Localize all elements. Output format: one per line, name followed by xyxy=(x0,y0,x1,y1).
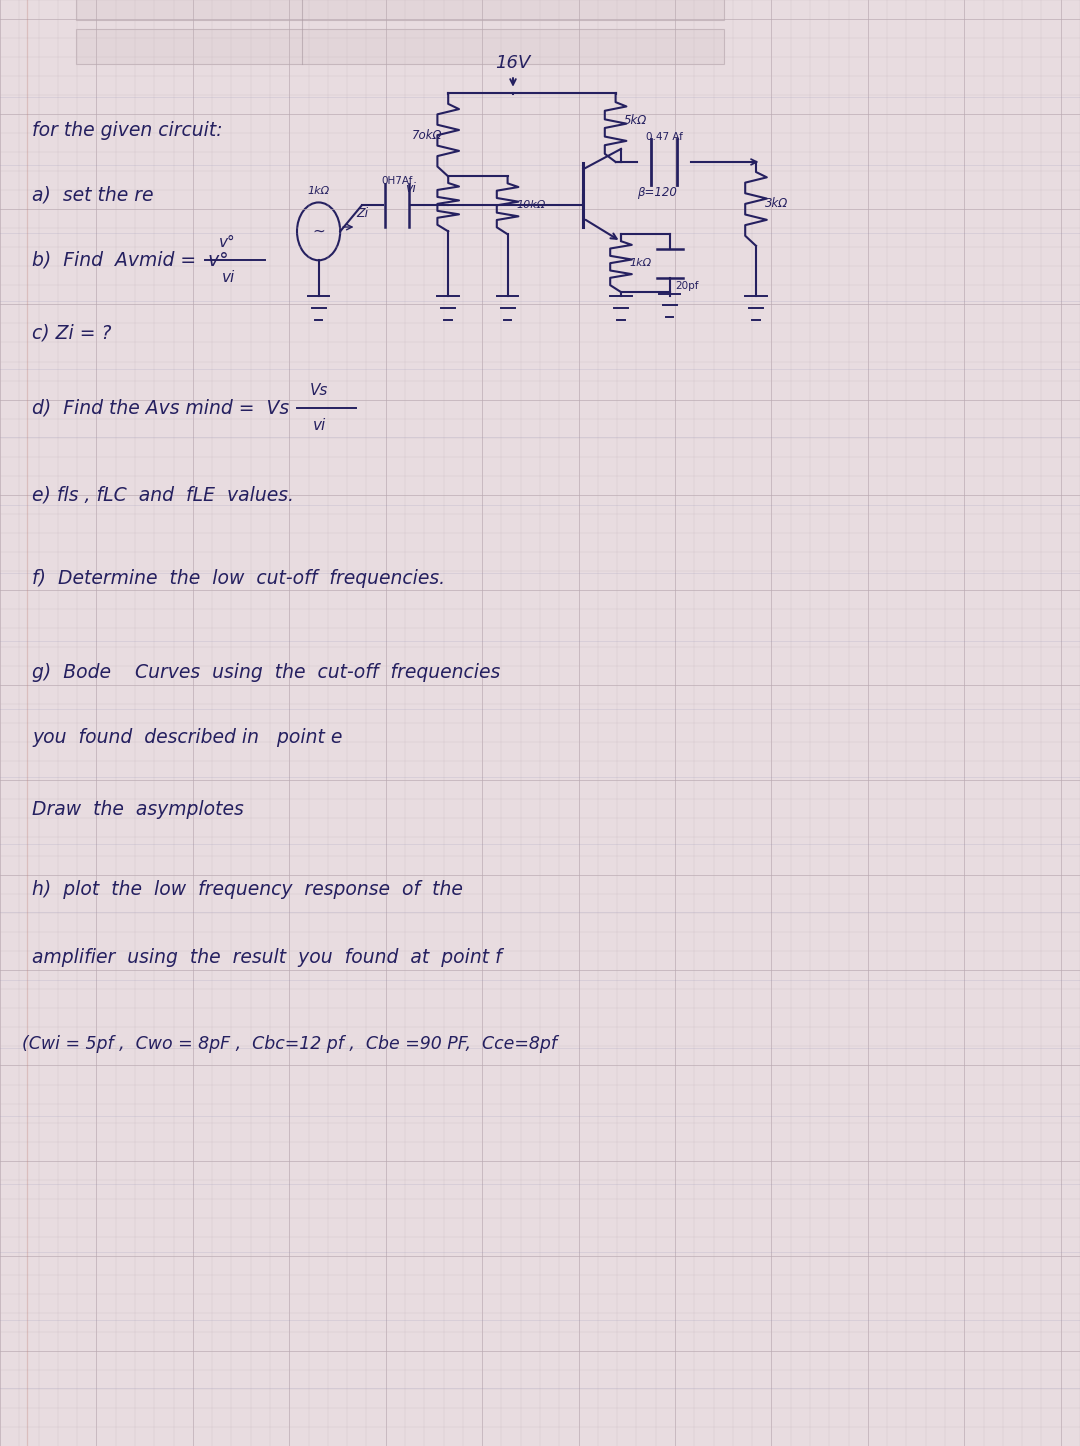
Text: 20pf: 20pf xyxy=(675,281,699,291)
Bar xyxy=(76,29,724,64)
Text: ~: ~ xyxy=(312,224,325,239)
Text: b)  Find  Avmid =  v°: b) Find Avmid = v° xyxy=(32,250,229,270)
Text: vi: vi xyxy=(313,418,326,432)
Text: 16V: 16V xyxy=(496,55,530,72)
Text: you  found  described in   point e: you found described in point e xyxy=(32,727,342,748)
Text: 3kΩ: 3kΩ xyxy=(765,198,788,210)
Text: vi: vi xyxy=(222,270,235,285)
Text: amplifier  using  the  result  you  found  at  point f: amplifier using the result you found at … xyxy=(32,947,502,967)
Text: 1kΩ: 1kΩ xyxy=(630,259,651,268)
Text: vi: vi xyxy=(405,182,416,195)
Text: 7okΩ: 7okΩ xyxy=(413,129,443,142)
Text: β=120: β=120 xyxy=(637,187,677,198)
Text: 0H7Af: 0H7Af xyxy=(381,175,413,185)
Text: v°: v° xyxy=(218,236,235,250)
Text: g)  Bode    Curves  using  the  cut-off  frequencies: g) Bode Curves using the cut-off frequen… xyxy=(32,662,501,683)
Text: Draw  the  asymplotes: Draw the asymplotes xyxy=(32,800,244,820)
Bar xyxy=(76,0,724,20)
Text: a)  set the re: a) set the re xyxy=(32,185,154,205)
Text: f)  Determine  the  low  cut-off  frequencies.: f) Determine the low cut-off frequencies… xyxy=(32,568,446,589)
Text: h)  plot  the  low  frequency  response  of  the: h) plot the low frequency response of th… xyxy=(32,879,463,899)
Text: e) fls , fLC  and  fLE  values.: e) fls , fLC and fLE values. xyxy=(32,484,295,505)
Text: d)  Find the Avs mind =  Vs: d) Find the Avs mind = Vs xyxy=(32,398,289,418)
Text: Zi: Zi xyxy=(356,207,368,220)
Text: c) Zi = ?: c) Zi = ? xyxy=(32,322,112,343)
Text: (Cwi = 5pf ,  Cwo = 8pF ,  Cbc=12 pf ,  Cbe =90 PF,  Cce=8pf: (Cwi = 5pf , Cwo = 8pF , Cbc=12 pf , Cbe… xyxy=(22,1035,556,1053)
Text: 5kΩ: 5kΩ xyxy=(624,114,648,127)
Text: 10kΩ: 10kΩ xyxy=(516,201,545,210)
Text: 1kΩ: 1kΩ xyxy=(308,185,329,195)
Text: for the given circuit:: for the given circuit: xyxy=(32,120,224,140)
Text: Vs: Vs xyxy=(309,383,328,398)
Text: 0.47 Af: 0.47 Af xyxy=(646,132,683,142)
